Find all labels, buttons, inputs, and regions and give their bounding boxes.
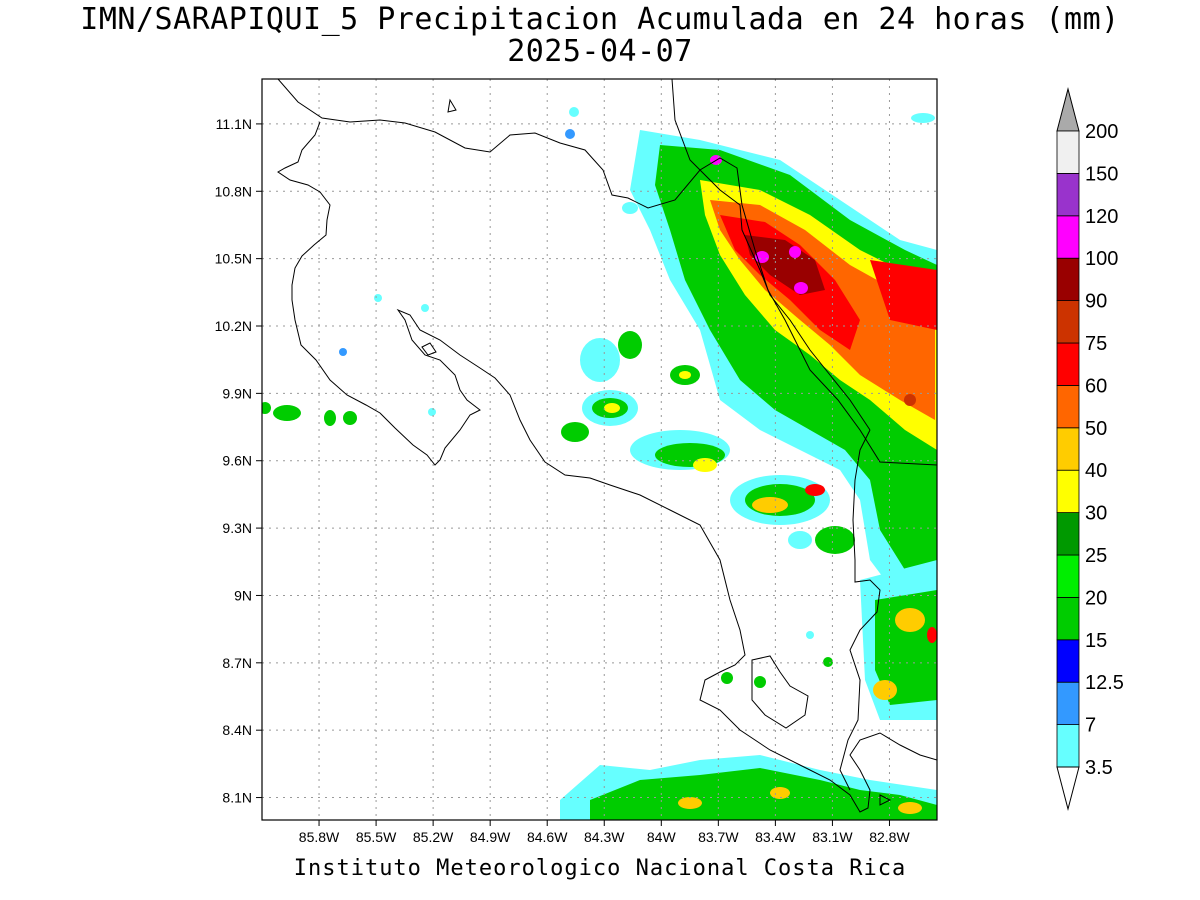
lon-axis: 85.8W 85.5W 85.2W 84.9W 84.6W 84.3W 84W 83.7W 83… bbox=[299, 820, 910, 845]
colorbar-swatch bbox=[1056, 724, 1080, 768]
colorbar-label: 3.5 bbox=[1085, 757, 1113, 779]
lat-axis: 11.1N 10.8N 10.5N 10.2N 9.9N 9.6N 9.3N 9N 8.7N 8.… bbox=[215, 116, 262, 806]
lat-tick-label: 9.6N bbox=[222, 453, 252, 469]
colorbar-label: 120 bbox=[1085, 206, 1118, 228]
colorbar: 3.5 7 12.5 15 20 25 30 40 50 60 75 90 100 120 150 200 bbox=[1056, 87, 1124, 811]
colorbar-label: 150 bbox=[1085, 163, 1118, 185]
colorbar-label: 30 bbox=[1085, 503, 1107, 525]
colorbar-label: 75 bbox=[1085, 333, 1107, 355]
colorbar-label: 60 bbox=[1085, 375, 1107, 397]
colorbar-label: 50 bbox=[1085, 418, 1107, 440]
lon-tick-label: 85.5W bbox=[356, 829, 397, 845]
colorbar-swatch bbox=[1056, 512, 1080, 556]
colorbar-swatch bbox=[1056, 384, 1080, 429]
lon-tick-label: 82.8W bbox=[869, 829, 910, 845]
colorbar-label: 25 bbox=[1085, 545, 1107, 567]
lon-tick-label: 83.4W bbox=[755, 829, 796, 845]
lat-tick-label: 9.9N bbox=[222, 385, 252, 401]
lon-tick-label: 84W bbox=[647, 829, 677, 845]
colorbar-under-triangle bbox=[1056, 766, 1080, 811]
lon-tick-label: 85.2W bbox=[413, 829, 454, 845]
lon-tick-label: 83.7W bbox=[698, 829, 739, 845]
lon-tick-label: 85.8W bbox=[299, 829, 340, 845]
colorbar-swatch bbox=[1056, 554, 1080, 598]
precipitation-field bbox=[262, 107, 937, 820]
rain-area-darkred bbox=[745, 235, 825, 295]
lon-tick-label: 84.3W bbox=[584, 829, 625, 845]
colorbar-swatch bbox=[1056, 427, 1080, 471]
map-title: IMN/SARAPIQUI_5 Precipitacion Acumulada … bbox=[80, 2, 1120, 37]
colorbar-swatch bbox=[1056, 300, 1080, 344]
lat-tick-label: 11.1N bbox=[216, 116, 252, 132]
lat-tick-label: 10.5N bbox=[215, 251, 252, 267]
map-graticule bbox=[262, 79, 937, 820]
colorbar-swatch bbox=[1056, 257, 1080, 302]
colorbar-label: 20 bbox=[1085, 587, 1107, 609]
lat-tick-label: 8.1N bbox=[222, 790, 252, 806]
colorbar-swatch bbox=[1056, 172, 1080, 217]
map-date: 2025-04-07 bbox=[507, 34, 693, 69]
colorbar-label: 12.5 bbox=[1085, 672, 1124, 694]
colorbar-swatch bbox=[1056, 639, 1080, 683]
colorbar-swatch bbox=[1056, 469, 1080, 514]
colorbar-label: 40 bbox=[1085, 460, 1107, 482]
colorbar-swatch bbox=[1056, 597, 1080, 641]
colorbar-label: 7 bbox=[1085, 715, 1096, 737]
lon-tick-label: 84.9W bbox=[470, 829, 511, 845]
map-frame bbox=[261, 78, 938, 821]
colorbar-swatch bbox=[1056, 215, 1080, 259]
colorbar-label: 200 bbox=[1085, 121, 1118, 143]
lat-tick-label: 10.8N bbox=[215, 183, 252, 199]
lat-tick-label: 8.7N bbox=[222, 655, 252, 671]
lon-tick-label: 84.6W bbox=[527, 829, 568, 845]
lat-tick-label: 9.3N bbox=[222, 520, 252, 536]
colorbar-swatch bbox=[1056, 342, 1080, 386]
lat-tick-label: 8.4N bbox=[222, 722, 252, 738]
lat-tick-label: 9N bbox=[234, 587, 252, 603]
lon-tick-label: 83.1W bbox=[812, 829, 853, 845]
colorbar-swatch bbox=[1056, 130, 1080, 174]
colorbar-label: 100 bbox=[1085, 248, 1118, 270]
coastlines bbox=[277, 79, 937, 813]
colorbar-label: 15 bbox=[1085, 630, 1107, 652]
lat-tick-label: 10.2N bbox=[215, 318, 252, 334]
colorbar-swatch bbox=[1056, 681, 1080, 726]
credit-text: Instituto Meteorologico Nacional Costa R… bbox=[293, 856, 907, 881]
colorbar-label: 90 bbox=[1085, 291, 1107, 313]
colorbar-over-triangle bbox=[1056, 87, 1080, 132]
